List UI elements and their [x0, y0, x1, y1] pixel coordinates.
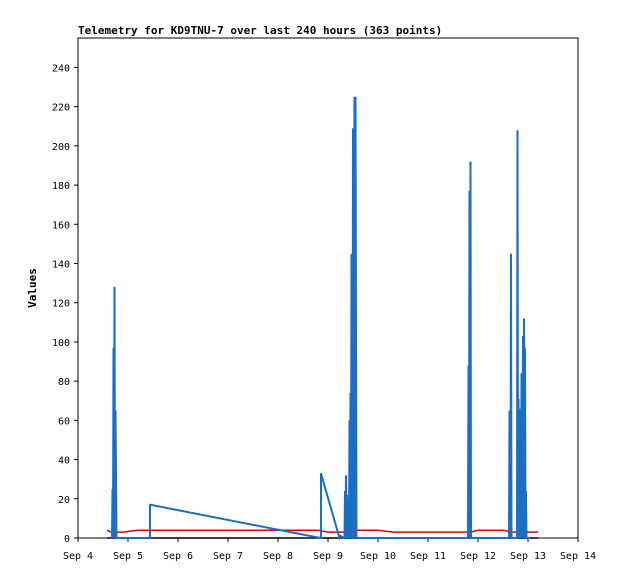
- y-tick-label: 120: [52, 299, 70, 310]
- y-tick-label: 40: [58, 456, 70, 467]
- x-tick-label: Sep 4: [63, 551, 93, 562]
- y-axis-ticks: 0 20 40 60 80 100 120 140 160 180 200 220 240: [52, 63, 78, 545]
- y-tick-label: 60: [58, 416, 70, 427]
- y-tick-label: 0: [64, 534, 70, 545]
- chart-title: Telemetry for KD9TNU-7 over last 240 hou…: [78, 24, 442, 37]
- y-axis-label: Values: [26, 268, 39, 308]
- y-tick-label: 160: [52, 220, 70, 231]
- y-tick-label: 220: [52, 103, 70, 114]
- x-tick-label: Sep 12: [460, 551, 496, 562]
- y-tick-label: 100: [52, 338, 70, 349]
- y-tick-label: 240: [52, 63, 70, 74]
- plot-area: [77, 37, 579, 539]
- y-tick-label: 140: [52, 259, 70, 270]
- x-tick-label: Sep 7: [213, 551, 243, 562]
- x-tick-label: Sep 10: [360, 551, 396, 562]
- x-tick-label: Sep 11: [410, 551, 446, 562]
- series-line-2: [111, 96, 531, 541]
- y-tick-label: 80: [58, 377, 70, 388]
- series-layer: [106, 96, 538, 541]
- y-tick-label: 20: [58, 495, 70, 506]
- x-tick-label: Sep 5: [113, 551, 143, 562]
- y-tick-label: 180: [52, 181, 70, 192]
- x-axis-ticks: Sep 4 Sep 5 Sep 6 Sep 7 Sep 8 Sep 9 Sep 10 Sep …: [63, 538, 596, 562]
- y-tick-label: 200: [52, 142, 70, 153]
- x-tick-label: Sep 6: [163, 551, 193, 562]
- x-tick-label: Sep 14: [560, 551, 596, 562]
- x-tick-label: Sep 9: [313, 551, 343, 562]
- x-tick-label: Sep 8: [263, 551, 293, 562]
- x-tick-label: Sep 13: [510, 551, 546, 562]
